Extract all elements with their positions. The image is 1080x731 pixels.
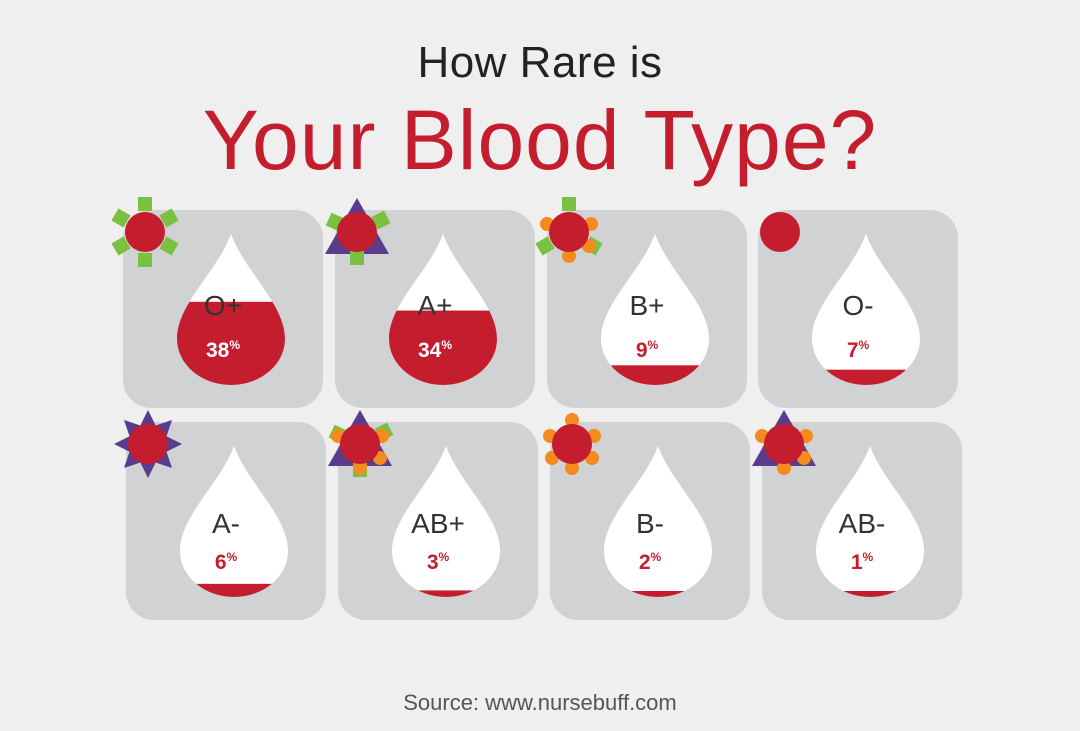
percent-unit: % [647,338,659,352]
orange-heart-green-square-marker-icon [535,197,603,263]
blood-type-label: A+ [417,290,453,321]
percent-unit: % [226,550,238,564]
percent-value: 3 [426,551,439,574]
blood-level-fill [389,310,497,385]
blood-type-card: B+ 9% [535,197,747,408]
blood-type-percent: 38% [123,338,323,363]
antigen-marker [325,198,391,265]
title-line-1: How Rare is [417,38,663,87]
percent-value: 38 [205,339,230,362]
blood-drop [816,446,924,597]
blood-drop [177,234,285,385]
blood-type-label: O+ [203,290,243,321]
antigen-marker [328,410,394,477]
blood-type-card: A- 6% [114,410,326,620]
page-title: Your Blood Type? [202,93,878,187]
blood-type-percent: 2% [550,550,750,575]
percent-value: 9 [635,339,648,362]
percent-value: 34 [417,339,442,362]
purple-triangle-green-square-marker-icon [325,198,391,265]
blood-drop [604,446,712,597]
percent-unit: % [441,338,453,352]
blood-type-label: AB- [838,508,886,539]
blood-type-percent: 34% [335,338,535,363]
blood-type-percent: 3% [338,550,538,575]
antigen-marker [760,212,800,252]
blood-type-label: O- [842,290,874,321]
blood-type-card: A+ 34% [325,198,535,408]
percent-value: 6 [214,551,227,574]
blood-type-percent: 9% [547,338,747,363]
antigen-marker [114,410,182,478]
blood-level-fill [812,369,920,385]
green-square-marker-icon [111,197,179,267]
antigen-marker [111,197,179,267]
antigen-marker [535,197,603,263]
blood-drop [601,234,709,385]
blood-level-fill [816,591,924,597]
blood-type-label: B- [636,508,664,539]
percent-unit: % [862,550,874,564]
source-credit: Source: www.nursebuff.com [403,690,677,715]
purple-triangle-orange-heart-marker-icon [752,410,816,475]
blood-type-percent: 6% [126,550,326,575]
purple-star-marker-icon [114,410,182,478]
blood-level-fill [604,591,712,597]
antigen-marker [543,413,601,475]
percent-unit: % [438,550,450,564]
blood-level-fill [392,590,500,597]
percent-unit: % [229,338,241,352]
blood-type-percent: 7% [758,338,958,363]
percent-value: 1 [850,551,863,574]
percent-value: 7 [846,339,859,362]
purple-triangle-orange-heart-green-square-marker-icon [328,410,394,477]
blood-drop [812,234,920,385]
percent-unit: % [650,550,662,564]
blood-level-fill [601,365,709,385]
blood-type-card: B- 2% [543,413,750,620]
blood-level-fill [180,583,288,597]
blood-type-label: B+ [629,290,665,321]
percent-value: 2 [638,551,651,574]
blood-type-label: A- [212,508,240,539]
blood-type-label: AB+ [411,508,465,539]
blood-drop [392,446,500,597]
blood-type-card: O- 7% [758,210,958,408]
blood-type-card: O+ 38% [111,197,323,408]
orange-heart-marker-icon [543,413,601,475]
blood-drop [180,446,288,597]
plain-cell-icon [760,212,800,252]
antigen-marker [752,410,816,475]
blood-type-card: AB+ 3% [328,410,538,620]
blood-drop [389,234,497,385]
blood-type-card: AB- 1% [752,410,962,620]
percent-unit: % [858,338,870,352]
blood-type-percent: 1% [762,550,962,575]
blood-level-fill [177,301,285,385]
